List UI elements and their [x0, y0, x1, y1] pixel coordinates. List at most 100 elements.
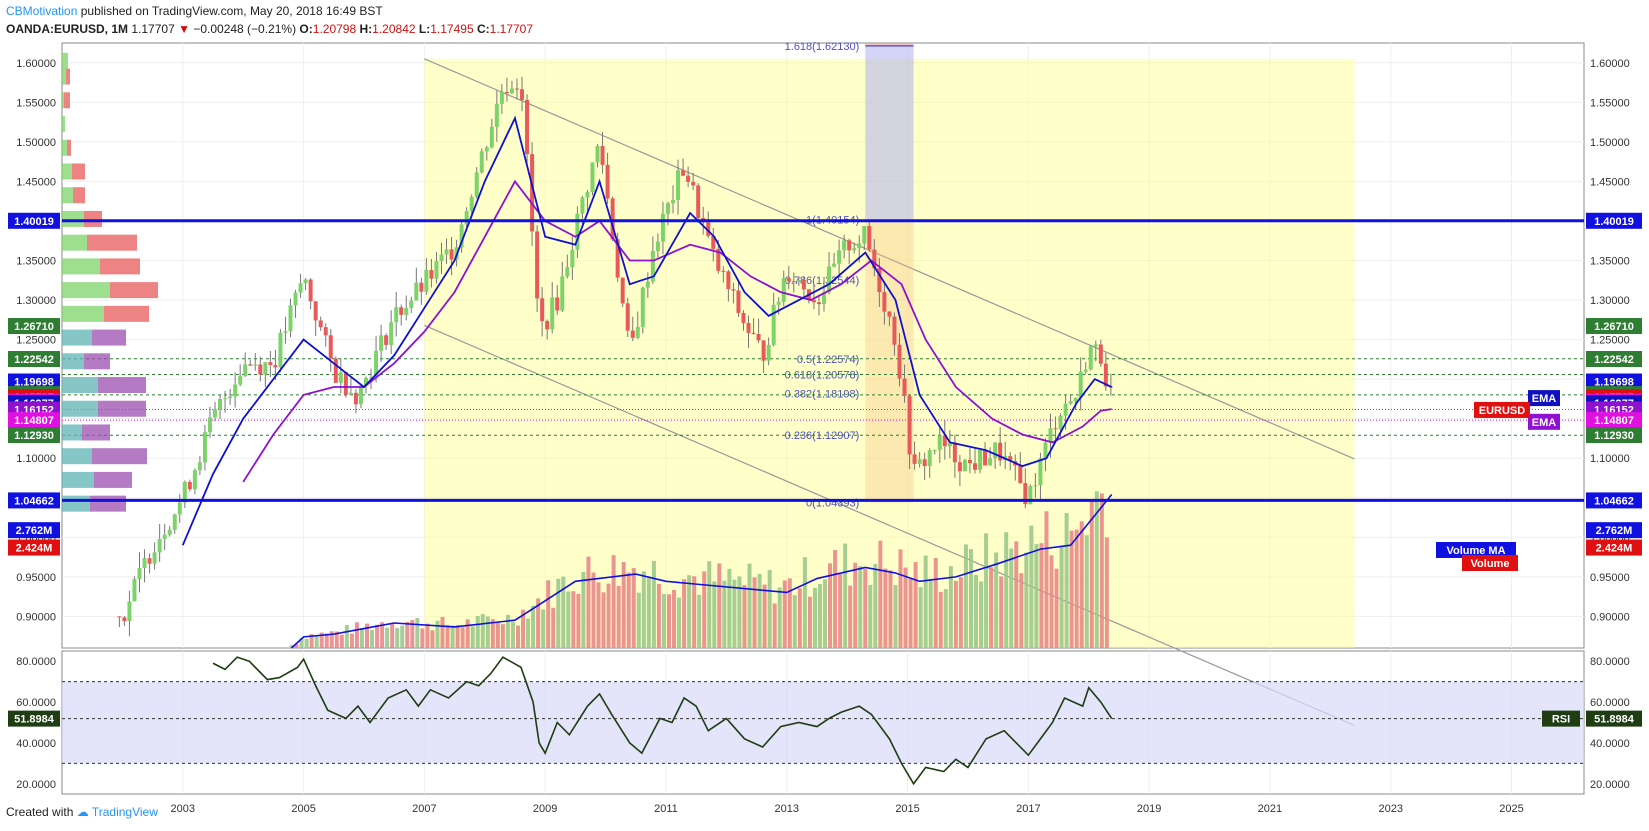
- volume-bar: [1009, 548, 1014, 648]
- volume-bar: [606, 583, 611, 648]
- candle-body: [827, 266, 832, 293]
- candle-body: [187, 481, 192, 490]
- volume-bar: [314, 636, 319, 648]
- candle-body: [902, 378, 907, 397]
- volume-bar: [1024, 552, 1029, 648]
- candle-body: [665, 203, 670, 214]
- volume-bar: [777, 587, 782, 648]
- candle-body: [122, 617, 127, 622]
- volume-bar: [289, 645, 294, 648]
- volume-bar: [707, 561, 712, 648]
- fib-box-red: [865, 43, 914, 46]
- volume-bar: [742, 585, 747, 648]
- candle-body: [1008, 456, 1013, 462]
- volume-profile-bar: [62, 471, 94, 488]
- volume-profile-bar: [62, 495, 90, 512]
- tradingview-link[interactable]: TradingView: [91, 805, 158, 819]
- volume-bar: [515, 625, 520, 648]
- candle-body: [832, 263, 837, 267]
- volume-bar: [787, 578, 792, 648]
- candle-body: [983, 450, 988, 466]
- candle-body: [479, 151, 484, 173]
- volume-profile-bar: [110, 282, 158, 299]
- tradingview-logo-icon[interactable]: ☁: [76, 805, 89, 819]
- volume-profile-bar: [62, 234, 87, 251]
- volume-bar: [1039, 543, 1044, 648]
- volume-bar: [812, 587, 817, 648]
- price-tag-right-text: 1.22542: [1594, 354, 1634, 366]
- volume-bar: [823, 579, 828, 648]
- volume-bar: [1034, 544, 1039, 648]
- rsi-tag-right: [1586, 710, 1642, 727]
- y-tick-label-left: 1.55000: [16, 97, 56, 109]
- volume-bar: [853, 562, 858, 648]
- volume-bar: [702, 571, 707, 648]
- volume-bar: [359, 628, 364, 648]
- volume-profile-bar: [62, 92, 64, 109]
- candle-body: [303, 279, 308, 284]
- candle-body: [147, 558, 152, 564]
- volume-profile-bar: [62, 163, 72, 180]
- volume-profile-bar: [72, 163, 85, 180]
- rsi-legend-tag: [1542, 710, 1580, 727]
- author-link[interactable]: CBMotivation: [6, 4, 78, 18]
- price-tag-left-text: 1.04662: [14, 495, 54, 507]
- y-tick-label-right: 0.90000: [1590, 611, 1630, 623]
- volume-profile-bar: [62, 353, 84, 370]
- candle-body: [1068, 401, 1073, 404]
- volume-bar: [666, 594, 671, 648]
- rsi-tick-right: 80.0000: [1590, 656, 1630, 668]
- volume-bar: [1029, 525, 1034, 648]
- candle-body: [781, 278, 786, 302]
- y-tick-label-right: 0.95000: [1590, 572, 1630, 584]
- candle-body: [746, 322, 751, 333]
- volume-bar: [616, 585, 621, 648]
- price-tag-right: [1586, 412, 1642, 429]
- candle-body: [932, 449, 937, 451]
- volume-bar: [873, 563, 878, 648]
- volume-bar: [1079, 521, 1084, 648]
- volume-bar: [1074, 529, 1079, 648]
- volume-bar: [455, 625, 460, 648]
- candle-body: [816, 302, 821, 305]
- candle-body: [1053, 428, 1058, 430]
- x-tick-label: 2021: [1258, 803, 1282, 815]
- open-value: 1.20798: [312, 22, 357, 36]
- price-tag-right: [1586, 492, 1642, 509]
- legend-tag: [1528, 390, 1560, 407]
- legend-tag: [1462, 555, 1518, 571]
- volume-profile-bar: [62, 187, 73, 204]
- y-tick-label-right: 1.30000: [1590, 295, 1630, 307]
- x-tick-label: 2013: [775, 803, 799, 815]
- volume-bar: [334, 631, 339, 648]
- x-tick-label: 2023: [1378, 803, 1402, 815]
- candle-body: [213, 409, 218, 418]
- candle-body: [1048, 428, 1053, 443]
- price-tag-right-text: 1.19698: [1594, 376, 1634, 388]
- volume-profile-bar: [62, 116, 65, 133]
- volume-bar: [732, 579, 737, 648]
- candle-body: [585, 192, 590, 198]
- candle-body: [162, 534, 167, 539]
- volume-bar: [500, 624, 505, 648]
- y-tick-label-left: 1.60000: [16, 58, 56, 70]
- candle-body: [172, 514, 177, 530]
- volume-bar: [968, 549, 973, 648]
- fib-level-label: 0.5(1.22574): [797, 354, 859, 366]
- candle-body: [947, 442, 952, 447]
- candle-body: [404, 308, 409, 315]
- candle-body: [1083, 369, 1088, 372]
- volume-bar: [838, 573, 843, 648]
- volume-bar: [536, 598, 541, 648]
- volume-profile-bar: [94, 471, 132, 488]
- price-tag-right-text: 1.04662: [1594, 495, 1634, 507]
- volume-bar: [782, 580, 787, 648]
- volume-bar: [848, 585, 853, 648]
- candle-body: [369, 377, 374, 379]
- volume-profile-bar: [62, 424, 82, 441]
- x-tick-label: 2003: [171, 803, 195, 815]
- candle-body: [1058, 415, 1063, 430]
- fib-level-label: 0.382(1.18198): [785, 388, 860, 400]
- candle-body: [711, 235, 716, 249]
